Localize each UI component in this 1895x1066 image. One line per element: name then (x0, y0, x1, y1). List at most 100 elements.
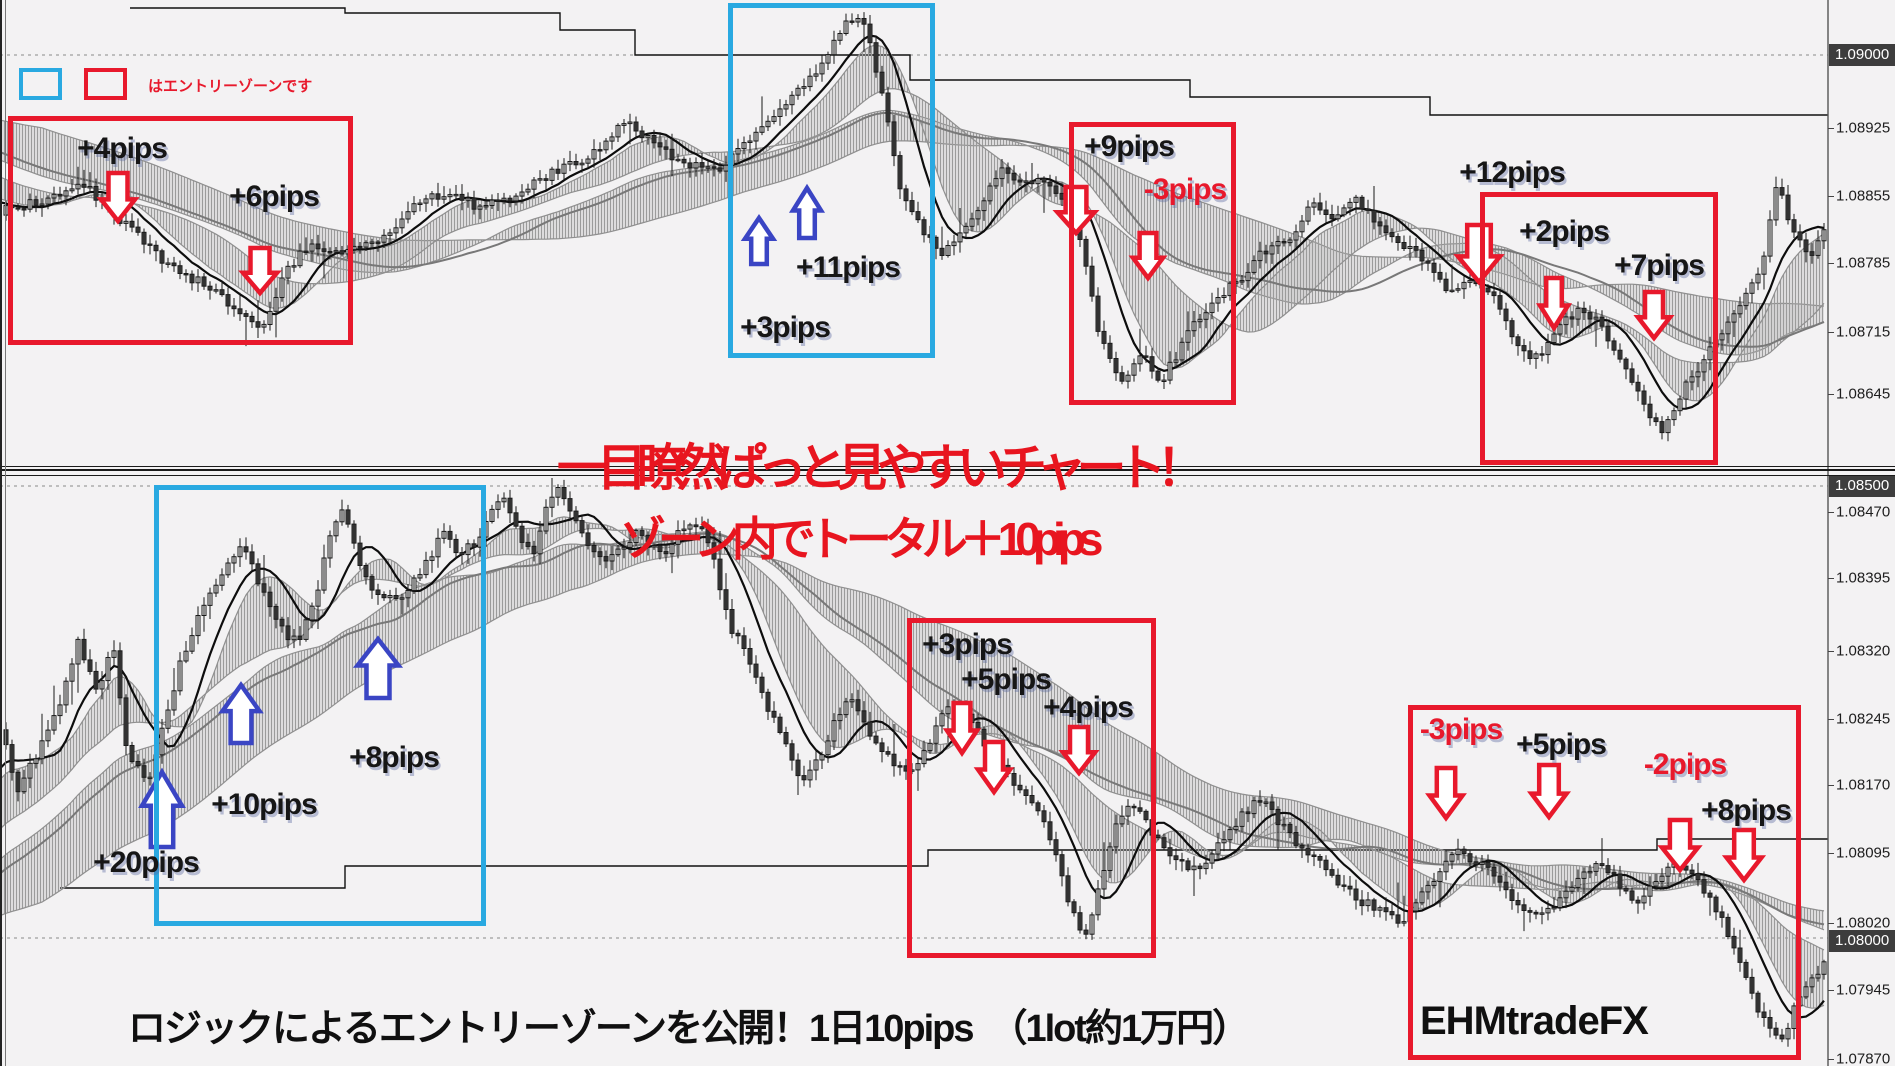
price-axis-label: 1.08395 (1836, 569, 1891, 587)
entry-arrow-up (138, 767, 186, 850)
cloud-edge (0, 44, 1825, 402)
headline-line1: 一目瞭然ぱっと見やすいチャート！ (557, 440, 1206, 496)
entry-arrow-down (1425, 765, 1467, 822)
entry-arrow-up (740, 213, 778, 267)
price-axis-tick (1828, 512, 1834, 513)
legend-blue-zone-swatch (19, 68, 62, 100)
step-line (60, 838, 1828, 889)
pips-label: +7pips (1614, 249, 1705, 282)
price-axis-label: 1.08500 (1829, 475, 1895, 497)
entry-arrow-down (942, 700, 982, 758)
entry-zone-blue (154, 485, 486, 926)
pips-label: +8pips (1701, 794, 1792, 827)
entry-arrow-up (218, 681, 264, 746)
pips-label: +5pips (961, 663, 1052, 696)
price-axis-label: 1.08715 (1836, 323, 1891, 341)
pips-label: -3pips (1419, 713, 1503, 746)
entry-zone-red (1069, 122, 1236, 405)
pips-label: +8pips (349, 741, 440, 774)
price-axis-tick (1828, 263, 1834, 264)
pips-label: -2pips (1643, 748, 1727, 781)
candle-wicks (5, 478, 1825, 1047)
price-axis-label: 1.07870 (1836, 1050, 1891, 1066)
entry-arrow-down (96, 170, 140, 225)
pips-label: +11pips (796, 251, 901, 284)
window-left-border (5, 0, 6, 1066)
entry-arrow-down (238, 245, 282, 297)
price-axis-tick (1828, 578, 1834, 579)
price-axis-tick (1828, 1059, 1834, 1060)
legend-label: はエントリーゾーンです (148, 78, 313, 95)
entry-arrow-down (1633, 289, 1675, 342)
price-axis-tick (1828, 990, 1834, 991)
panel-divider-line (0, 466, 1895, 467)
pips-label: +2pips (1519, 215, 1610, 248)
headline-line2: ゾーン内でトータル＋10pips (620, 513, 1103, 565)
price-axis-label: 1.08320 (1836, 642, 1891, 660)
pips-label: +20pips (93, 846, 200, 879)
entry-arrow-down (1453, 222, 1505, 286)
candle-wicks (5, 12, 1825, 442)
price-axis-tick (1828, 128, 1834, 129)
chart-panel-top (0, 7, 1828, 442)
cloud-edge (0, 553, 1825, 917)
pips-label: +12pips (1459, 156, 1566, 189)
entry-arrow-up (788, 183, 826, 241)
price-axis-label: 1.08170 (1836, 776, 1891, 794)
entry-arrow-down (1721, 827, 1767, 884)
entry-arrow-down (1535, 275, 1573, 333)
price-axis-label: 1.08095 (1836, 844, 1891, 862)
price-axis-label: 1.08925 (1836, 119, 1891, 137)
price-axis-tick (1828, 332, 1834, 333)
entry-arrow-down (1052, 184, 1100, 237)
price-axis-tick (1828, 394, 1834, 395)
price-axis-tick (1828, 923, 1834, 924)
entry-zone-blue (728, 3, 935, 358)
window-left-border (0, 0, 2, 1066)
pips-label: -3pips (1143, 173, 1227, 206)
cloud-edge (0, 87, 1825, 364)
panel-divider-line (0, 475, 1895, 476)
pips-label: +9pips (1084, 130, 1175, 163)
price-axis-tick (1828, 719, 1834, 720)
price-axis-label: 1.08645 (1836, 385, 1891, 403)
price-axis-label: 1.08785 (1836, 254, 1891, 272)
entry-zone-red (907, 618, 1156, 958)
price-axis-tick (1828, 651, 1834, 652)
price-axis-label: 1.09000 (1829, 44, 1895, 66)
brand-name: EHMtradeFX (1420, 999, 1649, 1043)
price-axis-tick (1828, 853, 1834, 854)
cloud-band (0, 532, 1824, 930)
price-axis-label: 1.07945 (1836, 981, 1891, 999)
pips-label: +4pips (77, 132, 168, 165)
pips-label: +5pips (1516, 728, 1607, 761)
entry-zone-red (1480, 192, 1718, 465)
panel-divider-line (0, 469, 1895, 471)
entry-arrow-down (1527, 762, 1571, 821)
entry-zone-red (8, 116, 353, 345)
pips-label: +10pips (211, 788, 318, 821)
ma-line-black (0, 34, 1825, 410)
pips-label: +4pips (1043, 691, 1134, 724)
price-axis-label: 1.08245 (1836, 710, 1891, 728)
entry-arrow-down (1657, 817, 1703, 874)
price-axis-label: 1.08000 (1829, 930, 1895, 952)
price-axis-tick (1828, 196, 1834, 197)
entry-arrow-up (352, 635, 404, 701)
pips-label: +3pips (740, 311, 831, 344)
entry-arrow-down (973, 739, 1015, 796)
entry-arrow-down (1128, 230, 1168, 282)
pips-label: +3pips (922, 628, 1013, 661)
price-axis-label: 1.08470 (1836, 503, 1891, 521)
entry-arrow-down (1058, 724, 1100, 777)
price-axis-label: 1.08855 (1836, 187, 1891, 205)
step-line (130, 7, 1828, 116)
entry-zone-red (1408, 705, 1801, 1060)
price-axis-label: 1.08020 (1836, 914, 1891, 932)
footer-promo-text: ロジックによるエントリーゾーンを公開！1日10pips （1lot約1万円） (128, 1008, 1250, 1050)
price-axis-tick (1828, 785, 1834, 786)
legend-red-zone-swatch (84, 68, 127, 100)
pips-label: +6pips (229, 180, 320, 213)
